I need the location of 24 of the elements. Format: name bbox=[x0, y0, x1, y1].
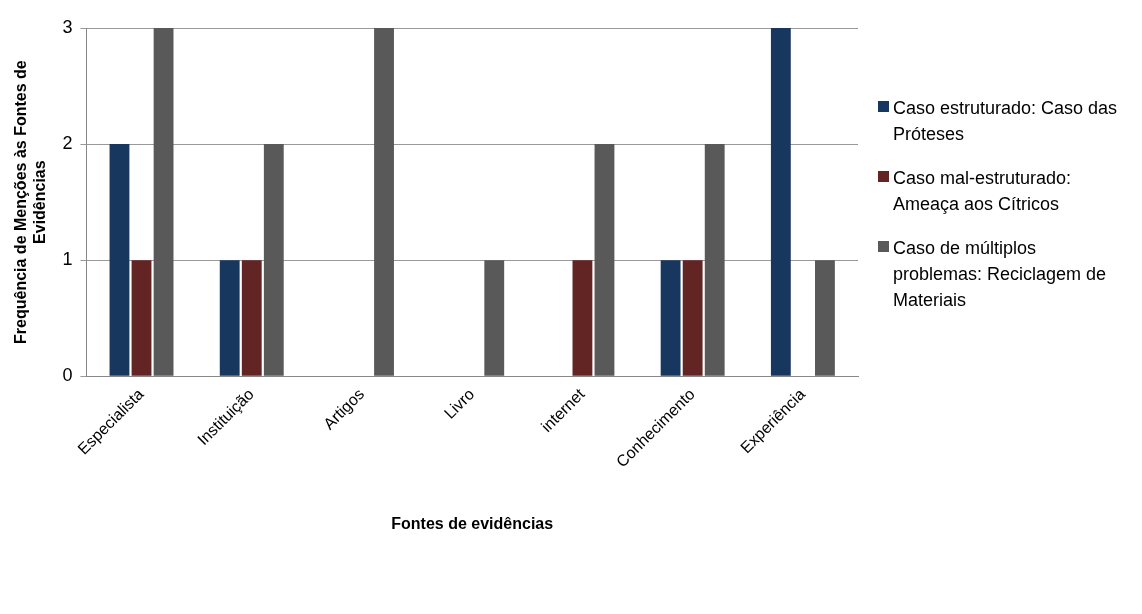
bar bbox=[153, 28, 174, 376]
bar bbox=[815, 260, 835, 376]
bar bbox=[109, 144, 130, 376]
bar bbox=[660, 260, 681, 376]
legend-label: Caso mal-estruturado: Ameaça aos Cítricos bbox=[893, 167, 1073, 216]
bar bbox=[263, 144, 284, 376]
y-axis-title: Frequência de Menções às Fontes de Evidências bbox=[12, 60, 49, 344]
bar bbox=[594, 144, 615, 376]
y-tick-label: 2 bbox=[62, 133, 73, 154]
y-tick-label: 0 bbox=[62, 365, 73, 386]
bar bbox=[484, 260, 505, 376]
bar bbox=[704, 144, 725, 376]
bar bbox=[374, 28, 394, 376]
legend-label: Caso de múltiplos problemas: Reciclagem de Materiais bbox=[893, 237, 1108, 312]
x-axis-title: Fontes de evidências bbox=[391, 514, 554, 532]
bar bbox=[219, 260, 240, 376]
bar bbox=[770, 28, 791, 376]
bar bbox=[572, 260, 593, 376]
bar bbox=[131, 260, 152, 376]
bar bbox=[241, 260, 262, 376]
bar bbox=[682, 260, 703, 376]
legend-label: Caso estruturado: Caso das Próteses bbox=[893, 97, 1118, 146]
y-tick-label: 3 bbox=[62, 16, 73, 37]
y-tick-label: 1 bbox=[62, 249, 73, 270]
